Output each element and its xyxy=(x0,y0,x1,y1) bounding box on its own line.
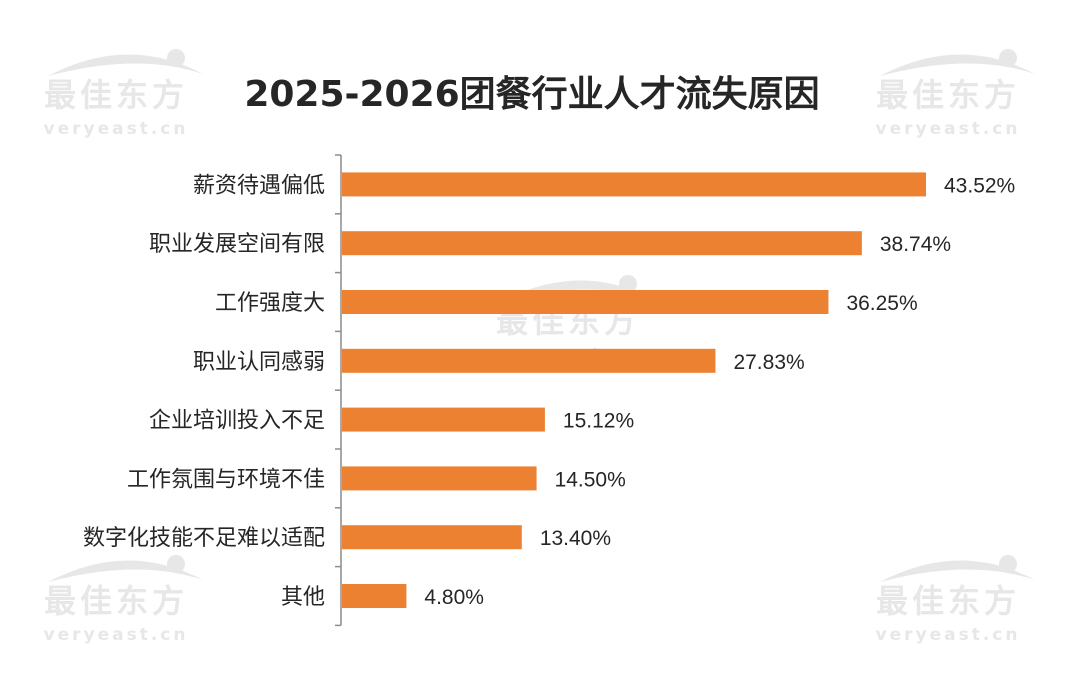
bar xyxy=(342,231,862,256)
data-label: 38.74% xyxy=(880,233,951,256)
watermark-brand: 最佳东方 xyxy=(44,76,188,114)
watermark-dot-icon xyxy=(999,555,1017,573)
watermark-brand: 最佳东方 xyxy=(876,582,1020,620)
watermark-swoosh-icon xyxy=(48,54,203,76)
data-label: 15.12% xyxy=(563,410,634,433)
watermark-site: veryeast.cn xyxy=(876,625,1021,645)
bar xyxy=(342,584,407,608)
data-label: 13.40% xyxy=(540,527,611,550)
watermark-swoosh-icon xyxy=(500,280,655,302)
watermark: 最佳东方 veryeast.cn xyxy=(876,555,1035,645)
category-label: 职业认同感弱 xyxy=(193,350,325,375)
bar xyxy=(342,290,829,314)
bar xyxy=(342,407,545,432)
bar xyxy=(342,466,537,491)
category-label: 工作氛围与环境不佳 xyxy=(127,467,325,492)
bar xyxy=(342,348,716,373)
data-label: 14.50% xyxy=(555,468,626,491)
category-axis xyxy=(335,154,342,627)
category-label: 职业发展空间有限 xyxy=(149,232,325,257)
watermark-dot-icon xyxy=(619,275,637,293)
watermark-swoosh-icon xyxy=(880,54,1035,76)
category-label: 薪资待遇偏低 xyxy=(193,173,325,198)
watermark-dot-icon xyxy=(167,49,185,67)
category-label: 企业培训投入不足 xyxy=(149,409,325,434)
watermark-brand: 最佳东方 xyxy=(876,76,1020,114)
bar xyxy=(342,172,926,197)
data-label: 36.25% xyxy=(846,292,917,315)
chart-title: 2025-2026团餐行业人才流失原因 xyxy=(244,74,819,115)
watermark-swoosh-icon xyxy=(48,560,203,582)
category-label: 其他 xyxy=(281,585,325,610)
watermark: 最佳东方 veryeast.cn xyxy=(44,555,203,645)
data-label: 4.80% xyxy=(424,586,484,609)
watermark: 最佳东方 veryeast.cn xyxy=(876,49,1035,139)
data-label: 43.52% xyxy=(944,174,1015,197)
watermark-site: veryeast.cn xyxy=(876,119,1021,139)
value-labels-group: 43.52% 38.74% 36.25% 27.83% 15.12% 14.50% 13.4… xyxy=(424,174,1015,609)
watermark-site: veryeast.cn xyxy=(44,119,189,139)
data-label: 27.83% xyxy=(733,351,804,374)
watermark-dot-icon xyxy=(999,49,1017,67)
watermark-brand: 最佳东方 xyxy=(44,582,188,620)
watermark-swoosh-icon xyxy=(880,560,1035,582)
watermark-layer: 最佳东方 veryeast.cn 最佳东方 veryeast.cn 最佳东方 veryea… xyxy=(44,49,1035,645)
bar xyxy=(342,525,522,550)
category-label: 数字化技能不足难以适配 xyxy=(83,526,325,551)
category-labels-group: 薪资待遇偏低职业发展空间有限工作强度大职业认同感弱企业培训投入不足工作氛围与环境… xyxy=(83,173,325,610)
watermark: 最佳东方 veryeast.cn xyxy=(44,49,203,139)
watermark-site: veryeast.cn xyxy=(44,625,189,645)
category-label: 工作强度大 xyxy=(215,291,325,316)
watermark-dot-icon xyxy=(167,555,185,573)
bars-group xyxy=(342,172,926,608)
